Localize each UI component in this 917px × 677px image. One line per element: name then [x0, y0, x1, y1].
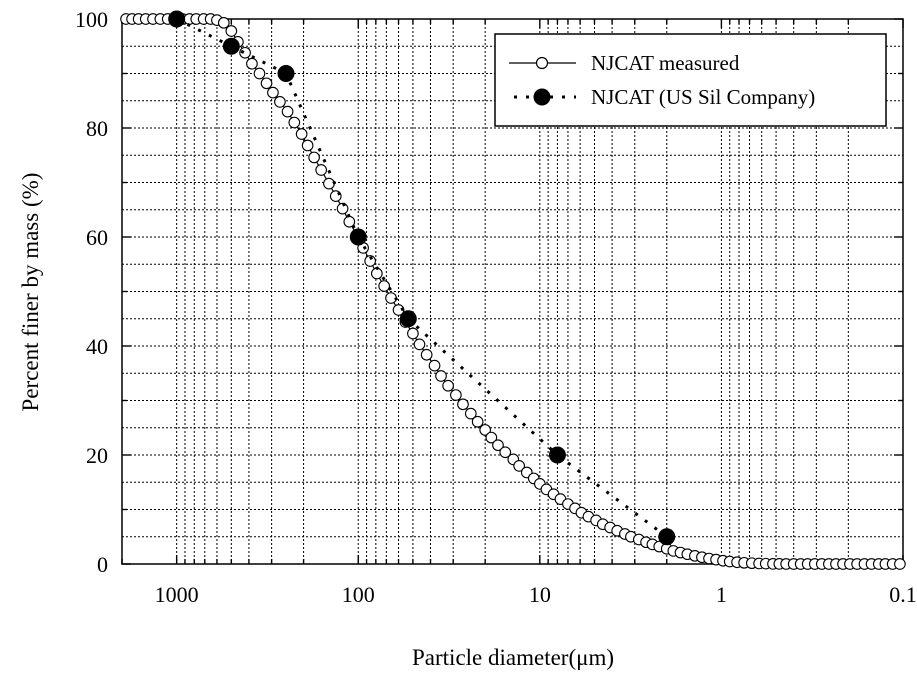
data-point-us-sil — [349, 228, 367, 246]
data-point-measured — [239, 46, 251, 59]
data-point-measured — [295, 128, 308, 140]
data-point-measured — [260, 77, 273, 90]
data-point-measured — [435, 370, 447, 382]
data-point-measured — [442, 379, 454, 392]
data-point-measured — [246, 57, 258, 70]
legend-marker-open-circle — [535, 56, 549, 70]
data-point-measured — [457, 398, 469, 411]
legend-item-us-sil: NJCAT (US Sil Company) — [514, 85, 815, 109]
y-tick-label: 100 — [75, 7, 108, 32]
data-point-measured — [267, 86, 279, 99]
data-point-measured — [385, 292, 397, 304]
x-tick-label: 10 — [529, 582, 551, 607]
x-tick-label: 100 — [342, 582, 375, 607]
y-tick-label: 60 — [86, 225, 108, 250]
data-point-measured — [315, 164, 328, 176]
y-tick-labels: 0 20 40 60 80 100 — [75, 7, 108, 577]
data-point-measured — [485, 431, 498, 444]
data-point-measured — [513, 460, 525, 472]
data-point-us-sil — [548, 446, 566, 464]
data-point-measured — [407, 327, 419, 340]
data-point-measured — [323, 177, 335, 190]
data-point-measured — [225, 25, 238, 37]
data-point-us-sil — [222, 37, 240, 55]
legend-item-measured: NJCAT measured — [509, 51, 740, 75]
data-point-measured — [413, 338, 426, 351]
data-point-us-sil — [168, 10, 186, 28]
data-point-measured — [274, 95, 286, 108]
data-point-measured — [308, 151, 320, 164]
data-point-measured — [450, 389, 462, 401]
data-point-measured — [336, 202, 349, 215]
data-point-measured — [253, 67, 266, 80]
data-point-measured — [281, 105, 294, 118]
data-point-measured — [378, 280, 391, 292]
data-point-measured — [420, 348, 433, 361]
data-point-us-sil — [399, 310, 417, 328]
data-point-measured — [464, 407, 477, 420]
data-point-measured — [301, 139, 314, 152]
x-axis-title: Particle diameter(μm) — [412, 645, 614, 670]
y-tick-label: 20 — [86, 443, 108, 468]
data-point-us-sil — [658, 528, 676, 546]
legend-box — [494, 33, 887, 127]
x-tick-label: 0.1 — [889, 582, 917, 607]
x-tick-label: 1000 — [155, 582, 199, 607]
legend-label-measured: NJCAT measured — [591, 51, 740, 75]
y-tick-label: 80 — [86, 116, 108, 141]
data-point-measured — [492, 439, 504, 452]
data-point-us-sil — [277, 65, 295, 82]
data-point-measured — [288, 116, 301, 129]
series-layer — [120, 10, 906, 570]
data-point-measured — [217, 16, 230, 29]
x-tick-labels: 1000 100 10 1 0.1 — [155, 582, 917, 607]
data-point-measured — [499, 446, 512, 459]
y-tick-label: 0 — [97, 552, 108, 577]
legend-label-us-sil: NJCAT (US Sil Company) — [591, 85, 815, 109]
legend: NJCAT measured NJCAT (US Sil Company) — [494, 33, 887, 127]
legend-marker-filled-circle — [533, 88, 551, 106]
x-tick-label: 1 — [716, 582, 727, 607]
data-point-measured — [428, 359, 441, 372]
y-tick-label: 40 — [86, 334, 108, 359]
y-axis-title: Percent finer by mass (%) — [18, 173, 43, 412]
data-point-measured — [479, 424, 492, 436]
data-point-measured — [894, 558, 906, 570]
data-point-measured — [471, 415, 484, 428]
